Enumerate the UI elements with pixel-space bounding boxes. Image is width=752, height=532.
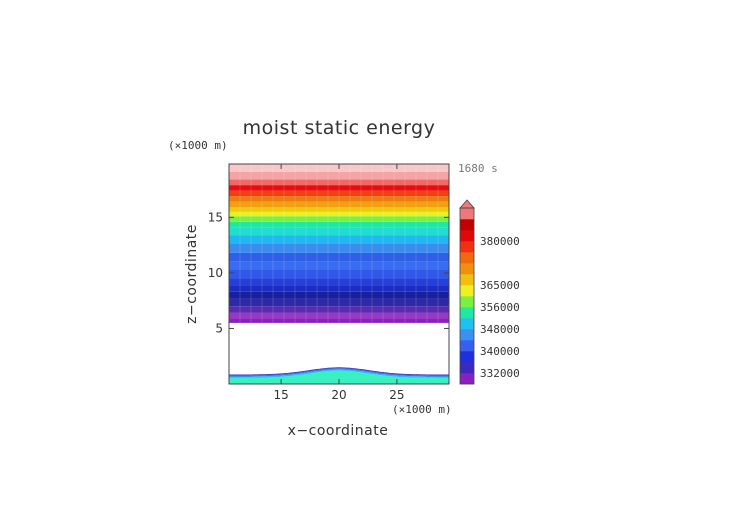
colorbar-segment xyxy=(460,318,474,330)
contour-band-16 xyxy=(229,207,449,212)
x-unit-label: (×1000 m) xyxy=(392,403,452,416)
chart-title: moist static energy xyxy=(243,117,436,139)
contour-bands xyxy=(229,164,449,323)
y-axis-label: z−coordinate xyxy=(184,224,200,324)
contour-band-20 xyxy=(229,185,449,191)
colorbar-frame xyxy=(459,207,475,385)
surface-band-3 xyxy=(229,367,449,376)
contour-band-15 xyxy=(229,211,449,217)
colorbar-tick-label: 365000 xyxy=(480,279,520,292)
contour-band-22 xyxy=(229,171,449,180)
colorbar-segment xyxy=(460,307,474,319)
colorbar-segment xyxy=(460,329,474,341)
contour-band-17 xyxy=(229,201,449,208)
contour-band-3 xyxy=(229,298,449,307)
colorbar-segment xyxy=(460,230,474,242)
y-axis-ticks: 5 10 15 xyxy=(208,210,449,335)
contour-band-1 xyxy=(229,312,449,319)
x-tick-label: 20 xyxy=(331,388,346,402)
surface-band-1 xyxy=(229,369,449,378)
y-tick-label: 15 xyxy=(208,210,223,224)
surface-band-2 xyxy=(229,368,449,377)
contour-band-19 xyxy=(229,190,449,197)
contour-band-18 xyxy=(229,196,449,202)
colorbar-tick-label: 332000 xyxy=(480,367,520,380)
colorbar-segment xyxy=(460,241,474,253)
plot-area xyxy=(228,163,450,385)
colorbar-segment xyxy=(460,208,474,220)
surface-band-0 xyxy=(229,370,449,384)
colorbar-segment xyxy=(460,263,474,275)
x-axis-label: x−coordinate xyxy=(288,423,389,439)
contour-band-9 xyxy=(229,252,449,262)
contour-band-6 xyxy=(229,278,449,286)
contour-band-8 xyxy=(229,261,449,270)
colorbar-segment xyxy=(460,252,474,264)
contour-band-13 xyxy=(229,221,449,228)
x-tick-label: 15 xyxy=(273,388,288,402)
colorbar-segment xyxy=(460,274,474,286)
contour-band-7 xyxy=(229,269,449,279)
colorbar-extend-arrow xyxy=(459,199,475,209)
y-tick-label: 10 xyxy=(208,266,223,280)
surface-layer xyxy=(229,367,449,384)
colorbar-segment xyxy=(460,219,474,231)
colorbar-segment xyxy=(460,362,474,374)
contour-band-4 xyxy=(229,291,449,299)
colorbar-tick-label: 348000 xyxy=(480,323,520,336)
contour-band-14 xyxy=(229,216,449,222)
contour-band-10 xyxy=(229,244,449,253)
time-label: 1680 s xyxy=(458,162,498,175)
colorbar-segment xyxy=(460,373,474,385)
y-unit-label: (×1000 m) xyxy=(168,139,228,152)
colorbar-tick-label: 340000 xyxy=(480,345,520,358)
colorbar-segment xyxy=(460,296,474,308)
contour-band-5 xyxy=(229,285,449,292)
colorbar-segment xyxy=(460,285,474,297)
colorbar-tick-label: 380000 xyxy=(480,235,520,248)
contour-band-2 xyxy=(229,306,449,313)
contour-band-21 xyxy=(229,179,449,186)
contour-band-0 xyxy=(229,318,449,323)
y-tick-label: 5 xyxy=(215,321,223,335)
colorbar: 332000 340000 348000 356000 365000 380000 xyxy=(459,199,520,385)
colorbar-segment xyxy=(460,340,474,352)
contour-band-12 xyxy=(229,227,449,236)
colorbar-tick-label: 356000 xyxy=(480,301,520,314)
x-axis-ticks: 15 20 25 xyxy=(273,164,405,402)
colorbar-segment xyxy=(460,351,474,363)
contour-band-11 xyxy=(229,235,449,244)
x-tick-label: 25 xyxy=(389,388,404,402)
